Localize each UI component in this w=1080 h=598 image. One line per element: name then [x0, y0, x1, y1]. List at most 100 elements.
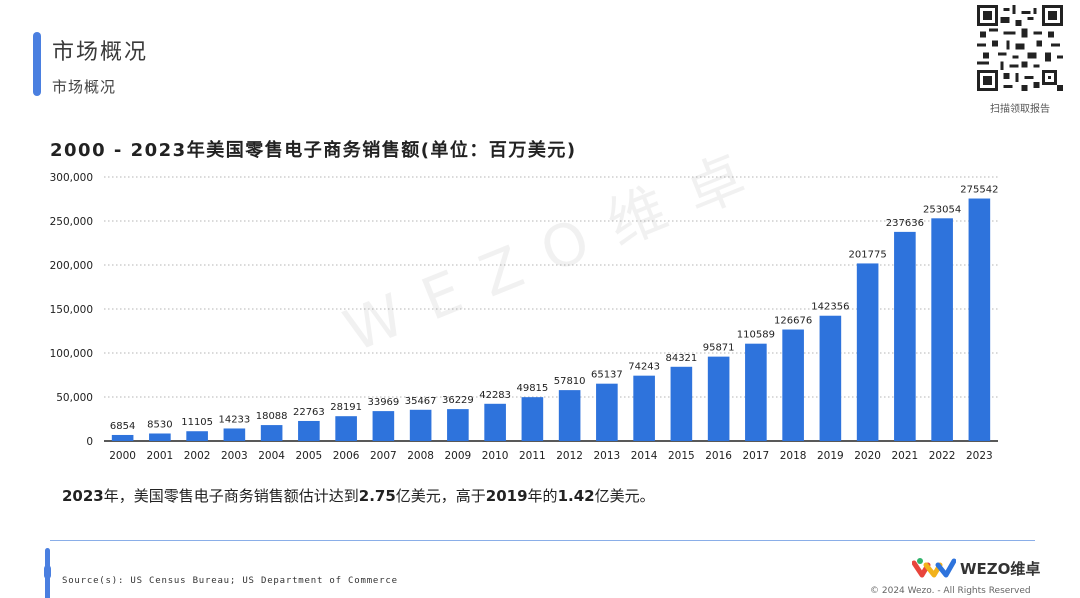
x-tick-label: 2003: [221, 450, 248, 462]
bar: [968, 198, 991, 441]
x-tick-label: 2016: [705, 450, 732, 462]
data-label: 35467: [405, 396, 437, 407]
x-tick-label: 2004: [258, 450, 285, 462]
data-label: 201775: [849, 249, 887, 260]
y-tick-label: 200,000: [50, 260, 93, 272]
x-tick-label: 2021: [892, 450, 919, 462]
bar: [670, 366, 693, 441]
summary-part: 年，美国零售电子商务销售额估计达到: [103, 487, 359, 505]
copyright-text: © 2024 Wezo. - All Rights Reserved: [870, 586, 1031, 596]
bar: [409, 409, 432, 441]
data-label: 110589: [737, 330, 775, 341]
bar: [186, 431, 208, 441]
x-tick-label: 2012: [556, 450, 583, 462]
bar: [633, 375, 655, 441]
logo-text: WEZO维卓: [960, 559, 1041, 578]
data-label: 126676: [774, 316, 812, 327]
data-label: 14233: [218, 414, 250, 425]
bar: [856, 263, 879, 441]
x-tick-label: 2006: [333, 450, 360, 462]
data-label: 253054: [923, 204, 961, 215]
wezo-logo[interactable]: WEZO维卓: [912, 556, 1040, 580]
summary-part: 亿美元，高于: [395, 487, 486, 505]
x-tick-label: 2022: [929, 450, 956, 462]
data-label: 65137: [591, 370, 623, 381]
summary-text: 2023年，美国零售电子商务销售额估计达到2.75亿美元，高于2019年的1.4…: [62, 485, 655, 506]
y-tick-label: 50,000: [56, 392, 93, 404]
wezo-logo-icon: [912, 558, 956, 578]
bar: [596, 383, 618, 441]
bar: [447, 409, 469, 441]
data-label: 84321: [665, 353, 697, 364]
bar: [484, 403, 506, 441]
data-label: 18088: [256, 411, 288, 422]
bar: [111, 434, 134, 441]
data-label: 49815: [516, 383, 548, 394]
x-tick-label: 2008: [407, 450, 434, 462]
x-tick-label: 2007: [370, 450, 397, 462]
title-accent-bar: [33, 32, 41, 96]
bar: [745, 343, 767, 441]
data-label: 74243: [628, 362, 660, 373]
x-tick-label: 2005: [296, 450, 323, 462]
x-tick-label: 2013: [594, 450, 621, 462]
bar: [223, 428, 246, 441]
bar: [335, 416, 357, 441]
bar: [372, 411, 395, 441]
bar: [298, 420, 320, 441]
bar: [931, 218, 953, 441]
x-tick-label: 2000: [109, 450, 136, 462]
data-label: 33969: [367, 397, 399, 408]
summary-year-2023: 2023: [62, 487, 104, 505]
data-label: 57810: [554, 376, 586, 387]
data-label: 28191: [330, 402, 362, 413]
x-tick-label: 2010: [482, 450, 509, 462]
bar: [260, 425, 283, 441]
summary-value-2023: 2.75: [358, 487, 396, 505]
summary-value-2019: 1.42: [557, 487, 595, 505]
data-label: 275542: [960, 185, 998, 196]
y-tick-label: 0: [86, 436, 93, 448]
y-tick-label: 300,000: [50, 172, 93, 184]
data-label: 22763: [293, 407, 325, 418]
data-label: 6854: [110, 421, 135, 432]
x-tick-label: 2019: [817, 450, 844, 462]
x-tick-label: 2023: [966, 450, 993, 462]
summary-year-2019: 2019: [485, 487, 528, 505]
x-tick-label: 2014: [631, 450, 658, 462]
summary-part: 亿美元。: [594, 487, 655, 505]
bar: [819, 315, 842, 441]
summary-part: 年的: [527, 487, 558, 505]
bar: [782, 329, 804, 441]
x-tick-label: 2002: [184, 450, 211, 462]
x-tick-label: 2017: [743, 450, 770, 462]
data-label: 11105: [181, 417, 213, 428]
bar: [894, 231, 916, 441]
bar: [149, 433, 171, 441]
data-label: 95871: [703, 343, 735, 354]
x-tick-label: 2020: [854, 450, 881, 462]
x-tick-label: 2001: [147, 450, 174, 462]
qr-code-icon[interactable]: [977, 5, 1063, 91]
source-text: Source(s): US Census Bureau; US Departme…: [62, 576, 398, 586]
footer-accent-dot: [44, 565, 51, 579]
bar: [558, 390, 581, 441]
data-label: 142356: [811, 302, 849, 313]
x-tick-label: 2018: [780, 450, 807, 462]
x-tick-label: 2009: [445, 450, 472, 462]
data-label: 36229: [442, 395, 474, 406]
bar: [707, 356, 730, 441]
x-tick-label: 2011: [519, 450, 546, 462]
page-subtitle: 市场概况: [52, 78, 117, 96]
footer-divider: [50, 540, 1035, 541]
y-tick-label: 250,000: [50, 216, 93, 228]
x-tick-label: 2015: [668, 450, 695, 462]
qr-caption: 扫描领取报告: [990, 104, 1050, 115]
data-label: 42283: [479, 390, 511, 401]
bar: [521, 397, 544, 441]
data-label: 8530: [147, 419, 172, 430]
y-tick-label: 150,000: [50, 304, 93, 316]
y-tick-label: 100,000: [50, 348, 93, 360]
data-label: 237636: [886, 218, 924, 229]
